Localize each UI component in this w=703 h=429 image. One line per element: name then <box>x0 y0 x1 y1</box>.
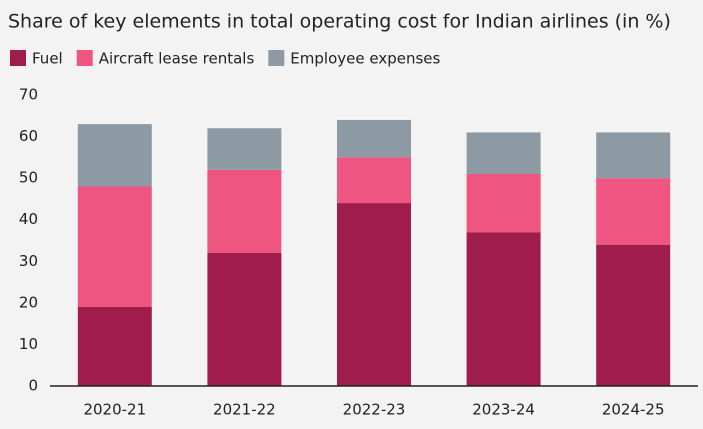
bar-segment <box>337 119 411 158</box>
y-tick-label: 30 <box>19 252 38 270</box>
y-tick-label: 40 <box>19 210 38 228</box>
bar-segment <box>207 169 282 253</box>
bar-segment <box>77 124 152 187</box>
bar-segment <box>466 232 541 386</box>
bar-segment <box>466 173 541 233</box>
y-tick-label: 50 <box>19 169 38 187</box>
bar-segment <box>207 252 282 386</box>
y-tick-label: 0 <box>28 377 38 395</box>
bar-segment <box>596 178 671 245</box>
x-tick-label: 2024-25 <box>602 401 665 419</box>
legend-swatch <box>10 50 26 66</box>
legend-swatch <box>76 50 93 66</box>
bar-segment <box>77 307 152 386</box>
legend-label: Employee expenses <box>290 50 440 68</box>
bar-segment <box>77 186 152 308</box>
y-tick-label: 10 <box>19 335 38 353</box>
legend-label: Aircraft lease rentals <box>99 50 255 68</box>
x-tick-label: 2021-22 <box>213 401 276 419</box>
bar-segment <box>466 132 541 174</box>
x-tick-label: 2022-23 <box>343 401 406 419</box>
x-tick-label: 2023-24 <box>472 401 535 419</box>
x-tick-label: 2020-21 <box>83 401 146 419</box>
y-tick-label: 70 <box>19 86 38 104</box>
legend-swatch <box>268 50 285 66</box>
legend-label: Fuel <box>32 50 63 68</box>
chart-title: Share of key elements in total operating… <box>8 11 671 33</box>
bar-segment <box>596 244 671 386</box>
y-tick-label: 60 <box>19 127 38 145</box>
bar-segment <box>337 157 411 204</box>
y-tick-label: 20 <box>19 293 38 311</box>
bar-segment <box>337 203 411 386</box>
bar-segment <box>207 128 282 170</box>
bar-segment <box>596 132 671 179</box>
